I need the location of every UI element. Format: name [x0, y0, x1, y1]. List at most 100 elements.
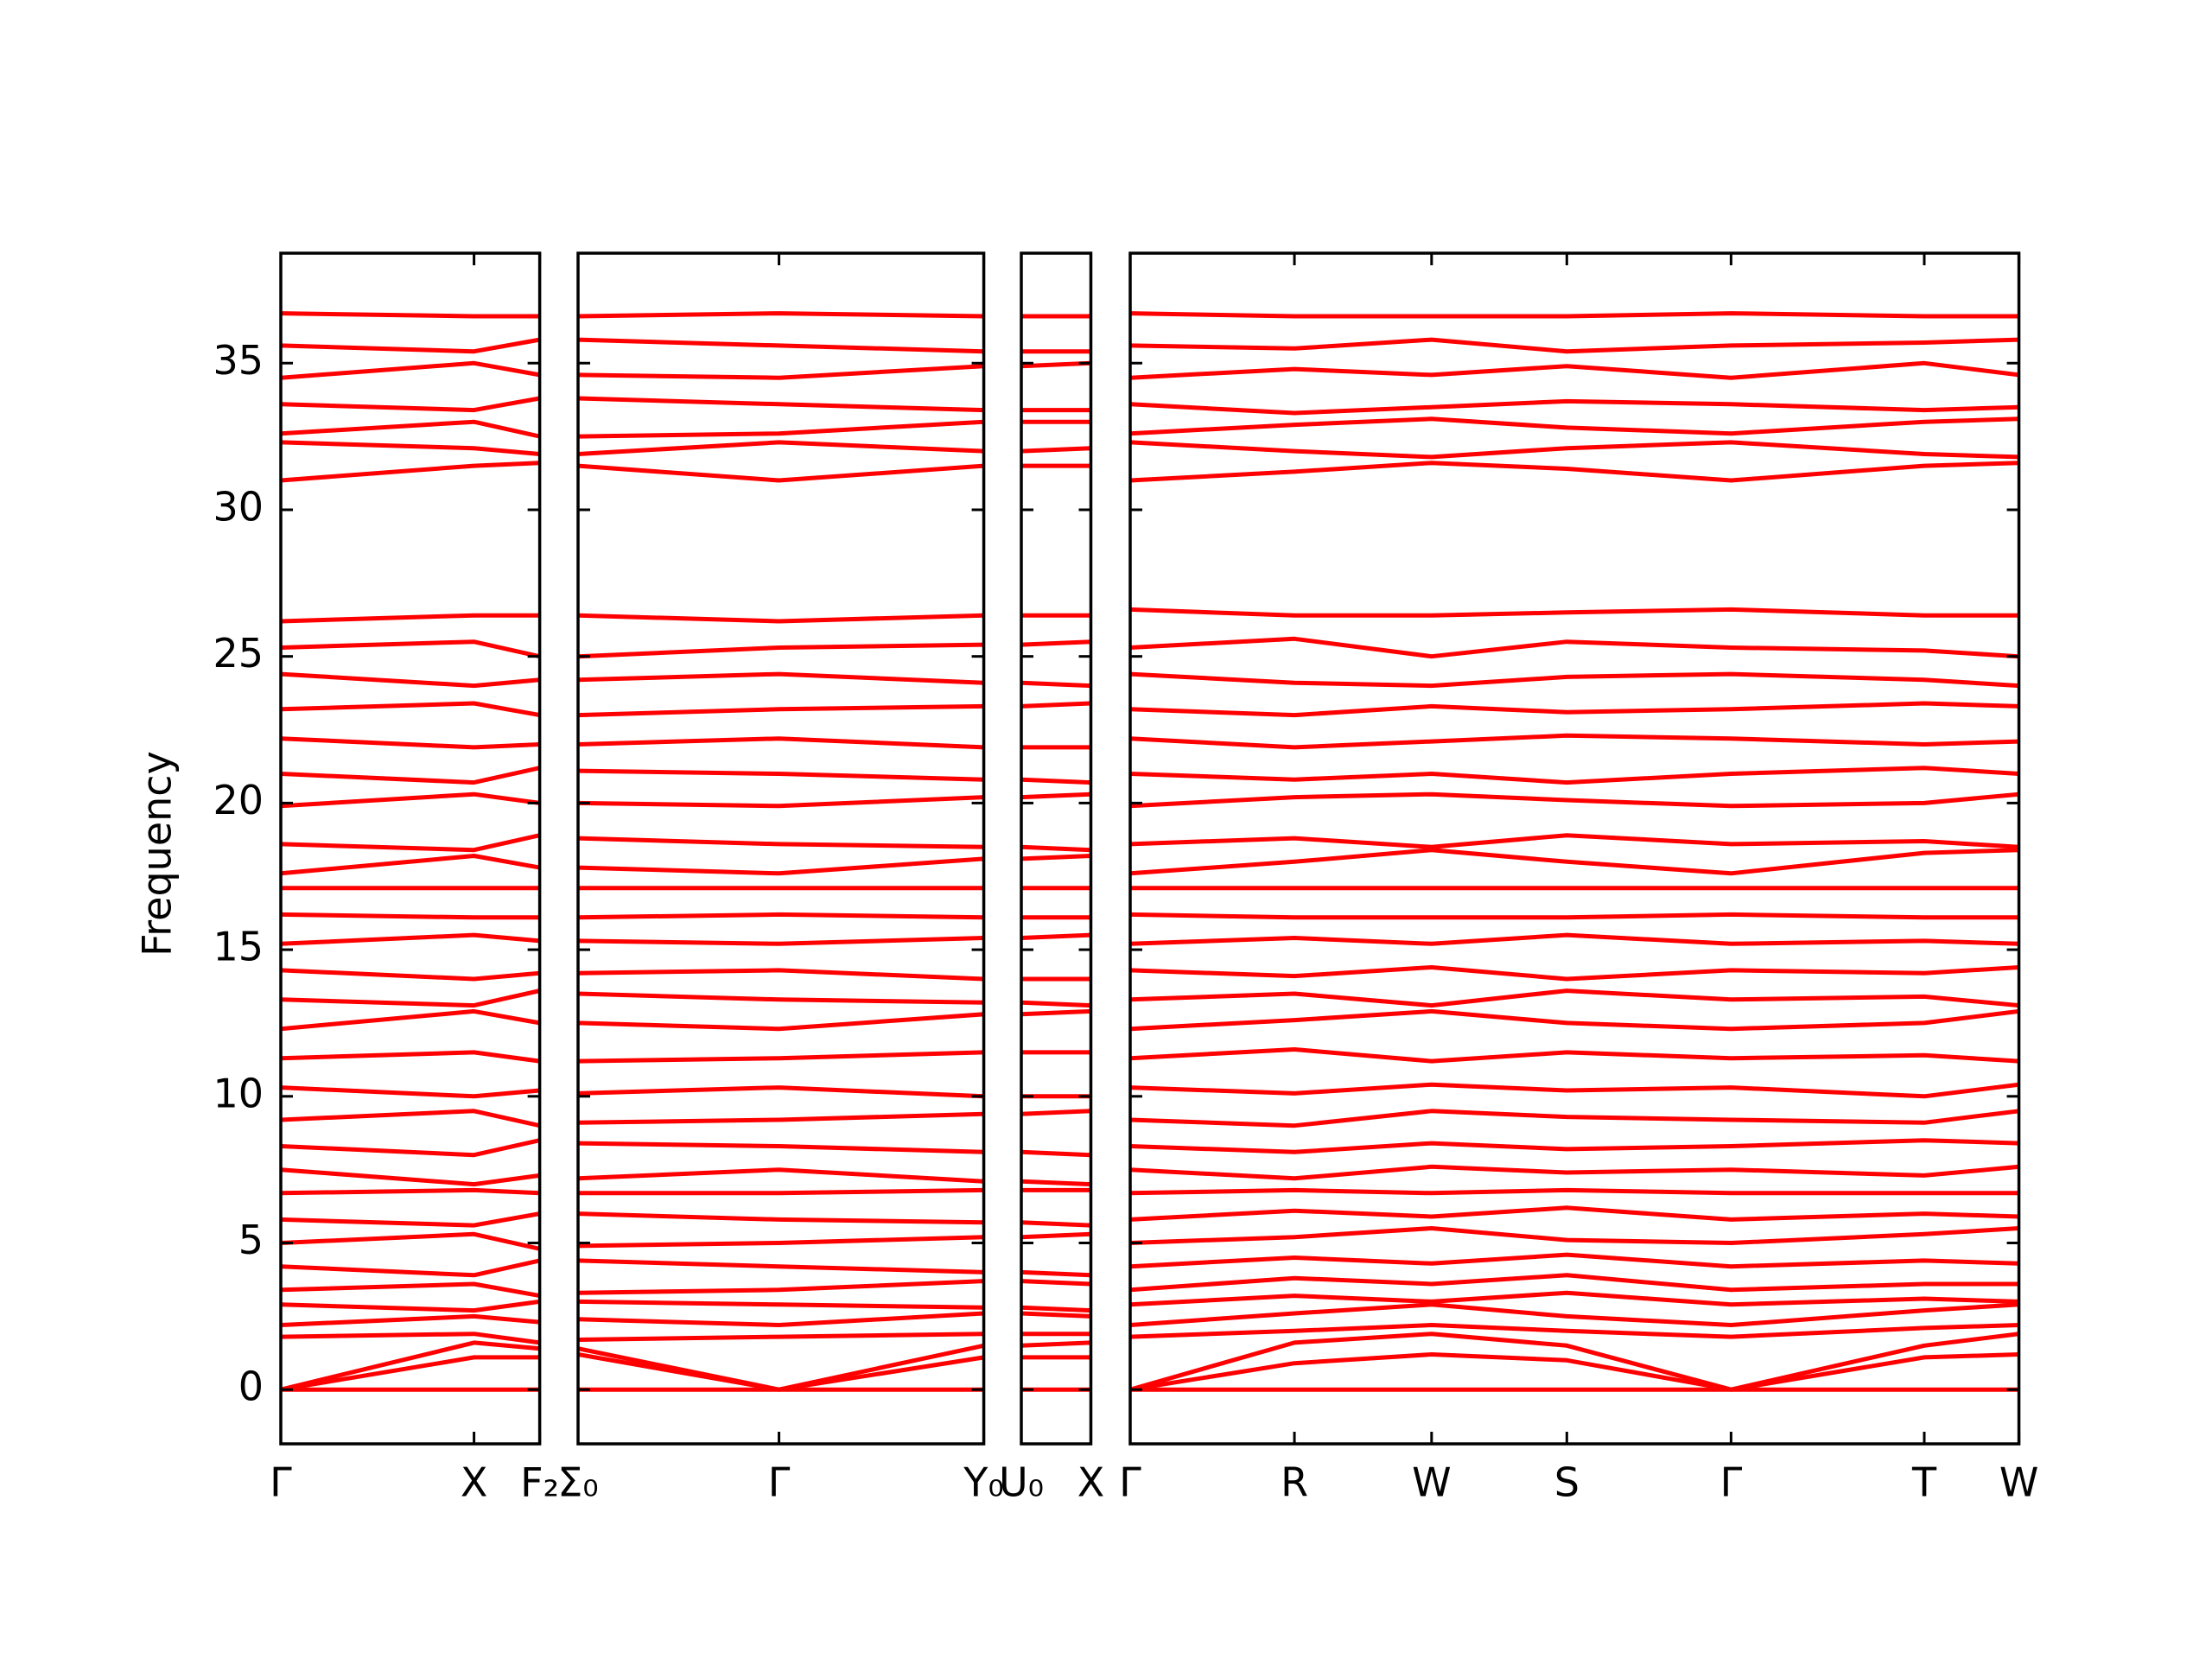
- band: [281, 1138, 540, 1158]
- band: [281, 639, 540, 659]
- y-tick-label: 20: [213, 777, 264, 823]
- band: [578, 936, 984, 946]
- band: [1130, 636, 2019, 659]
- x-tick-label: X: [461, 1459, 488, 1506]
- x-tick-label: W: [1412, 1459, 1451, 1506]
- band: [578, 1050, 984, 1064]
- band: [281, 1299, 540, 1313]
- band: [281, 1008, 540, 1032]
- y-tick-label: 5: [238, 1217, 264, 1263]
- band: [1130, 311, 2019, 319]
- band: [1130, 701, 2019, 718]
- band: [281, 736, 540, 750]
- x-tick-label: W: [1999, 1459, 2038, 1506]
- band: [1021, 701, 1091, 709]
- band: [578, 795, 984, 809]
- band: [281, 791, 540, 809]
- band: [1130, 1332, 2019, 1392]
- band: [281, 912, 540, 920]
- x-tick-label: Y₀: [963, 1459, 1004, 1506]
- panel-frame: [1020, 251, 1093, 1446]
- band: [1130, 1252, 2019, 1269]
- band: [281, 1332, 540, 1345]
- band: [578, 1187, 984, 1196]
- band: [1130, 607, 2019, 618]
- band: [281, 968, 540, 982]
- band: [1130, 1302, 2019, 1327]
- x-tick-label: X: [1077, 1459, 1105, 1506]
- band: [1130, 360, 2019, 380]
- band: [1130, 398, 2019, 416]
- band: [1130, 416, 2019, 436]
- band: [1130, 1008, 2019, 1032]
- y-tick-label: 0: [238, 1363, 264, 1410]
- band: [1130, 1323, 2019, 1339]
- band: [281, 1258, 540, 1278]
- band: [281, 1050, 540, 1064]
- band: [1130, 1164, 2019, 1181]
- band: [1130, 1205, 2019, 1222]
- band: [1021, 1311, 1091, 1319]
- band: [578, 1299, 984, 1310]
- band: [1021, 932, 1091, 940]
- band: [1021, 1109, 1091, 1116]
- x-tick-label: R: [1281, 1459, 1308, 1506]
- band: [578, 768, 984, 782]
- bands: [281, 311, 540, 1392]
- band: [578, 1279, 984, 1295]
- x-tick-label: Γ: [270, 1459, 292, 1506]
- band: [1021, 1340, 1091, 1348]
- band: [281, 1109, 540, 1128]
- band: [281, 360, 540, 380]
- band: [281, 311, 540, 319]
- band: [281, 1281, 540, 1299]
- band: [281, 613, 540, 624]
- band: [1021, 1269, 1091, 1278]
- band: [1130, 1109, 2019, 1128]
- band: [1130, 833, 2019, 849]
- band: [281, 766, 540, 785]
- band: [578, 440, 984, 456]
- band: [1130, 1187, 2019, 1196]
- band: [1130, 766, 2019, 785]
- x-tick-label: Σ₀: [557, 1459, 599, 1506]
- band: [1130, 912, 2019, 920]
- band: [1021, 791, 1091, 800]
- band: [1021, 1231, 1091, 1240]
- band: [281, 419, 540, 439]
- band: [1130, 461, 2019, 483]
- bands: [1021, 314, 1091, 1392]
- band: [578, 642, 984, 659]
- band: [1021, 1000, 1091, 1008]
- band: [1021, 446, 1091, 454]
- band: [1021, 1279, 1091, 1287]
- band: [281, 854, 540, 876]
- band: [578, 1085, 984, 1099]
- band: [1130, 791, 2019, 809]
- band: [578, 1235, 984, 1249]
- band: [281, 337, 540, 354]
- band: [578, 311, 984, 319]
- x-tick-label: Γ: [1119, 1459, 1141, 1506]
- y-tick-label: 25: [213, 630, 264, 677]
- band: [578, 396, 984, 413]
- band: [578, 703, 984, 718]
- band: [578, 419, 984, 439]
- band: [1130, 337, 2019, 354]
- x-tick-label: Γ: [1720, 1459, 1743, 1506]
- band: [1130, 1290, 2019, 1307]
- band: [281, 1340, 540, 1392]
- band: [578, 671, 984, 685]
- y-tick-label: 30: [213, 483, 264, 530]
- band: [1130, 733, 2019, 750]
- band: [1130, 988, 2019, 1008]
- band: [1021, 1179, 1091, 1187]
- band: [1021, 1220, 1091, 1228]
- band: [1130, 848, 2019, 876]
- band: [578, 364, 984, 380]
- band: [281, 440, 540, 456]
- y-tick-label: 10: [213, 1070, 264, 1116]
- band: [578, 1167, 984, 1184]
- band: [1130, 1047, 2019, 1064]
